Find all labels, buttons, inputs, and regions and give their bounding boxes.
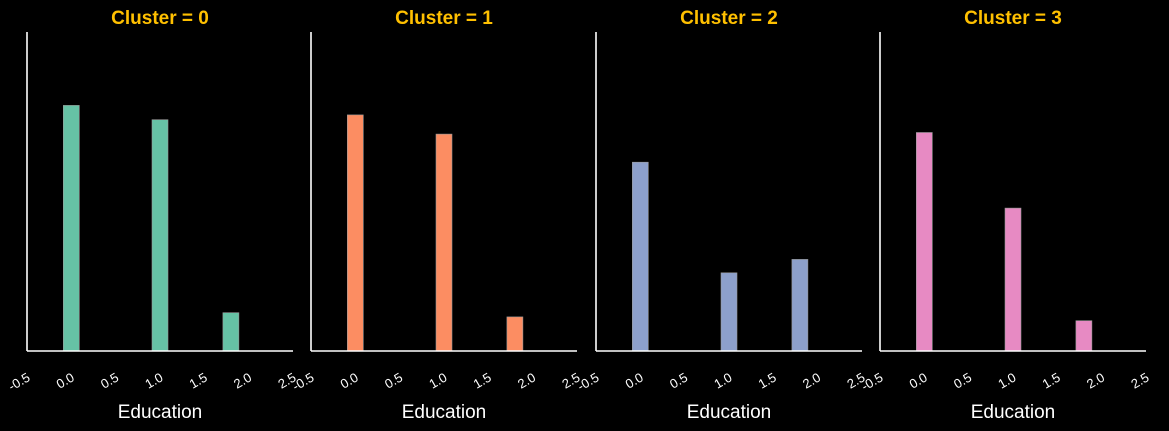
x-tick-label: 0.5 [951, 370, 974, 392]
bar [791, 259, 809, 352]
x-tick-label: -0.5 [6, 370, 33, 394]
x-tick-label: 2.5 [1128, 370, 1151, 392]
x-tick-label: 2.0 [231, 370, 254, 392]
bar [1004, 207, 1022, 352]
x-tick-label: 1.5 [756, 370, 779, 392]
x-tick-label: -0.5 [859, 370, 886, 394]
x-tick-label: 1.0 [426, 370, 449, 392]
x-axis-label: Education [402, 402, 487, 423]
bar [720, 272, 738, 352]
x-tick-label: 2.0 [515, 370, 538, 392]
x-tick-label: 2.0 [800, 370, 823, 392]
bar [1075, 320, 1093, 352]
x-tick-label: -0.5 [575, 370, 602, 394]
x-tick-label: 0.0 [54, 370, 77, 392]
x-tick-label: 1.5 [471, 370, 494, 392]
x-axis-label: Education [971, 402, 1056, 423]
x-tick-label: 1.5 [187, 370, 210, 392]
panel-3: Cluster = 3 -0.5 0.0 0.5 1.0 1.5 2.0 2.5 Educati… [859, 8, 1152, 423]
x-tick-label: 1.0 [995, 370, 1018, 392]
x-tick-label: 0.0 [907, 370, 930, 392]
x-tick-label: 0.5 [98, 370, 121, 392]
x-tick-label: 1.5 [1040, 370, 1063, 392]
panel-title: Cluster = 1 [395, 8, 493, 29]
x-tick-label: -0.5 [290, 370, 317, 394]
panel-title: Cluster = 3 [964, 8, 1062, 29]
bar [435, 133, 453, 352]
x-tick-label: 2.0 [1084, 370, 1107, 392]
bar [222, 312, 240, 352]
panel-1: Cluster = 1-0.5 0.0 0.5 1.0 1.5 2.0 2.5Educati… [290, 8, 583, 423]
x-tick-label: 0.5 [667, 370, 690, 392]
panel-0: Cluster = 0-0.5 0.0 0.5 1.0 1.5 2.0 2.5Educati… [6, 8, 299, 423]
x-axis-label: Education [687, 402, 772, 423]
x-tick-label: 0.5 [382, 370, 405, 392]
panel-2: Cluster = 2-0.5 0.0 0.5 1.0 1.5 2.0 2.5Educati… [575, 8, 868, 423]
x-tick-label: 1.0 [711, 370, 734, 392]
bar [151, 119, 169, 352]
x-tick-label: 0.0 [623, 370, 646, 392]
panel-title: Cluster = 0 [111, 8, 209, 29]
bar [346, 114, 364, 352]
x-tick-label: 1.0 [142, 370, 165, 392]
panel-title: Cluster = 2 [680, 8, 778, 29]
bar [62, 105, 80, 352]
bar [631, 161, 649, 352]
x-tick-label: 0.0 [338, 370, 361, 392]
bar [506, 316, 524, 352]
bar [915, 132, 933, 352]
x-axis-label: Education [118, 402, 203, 423]
